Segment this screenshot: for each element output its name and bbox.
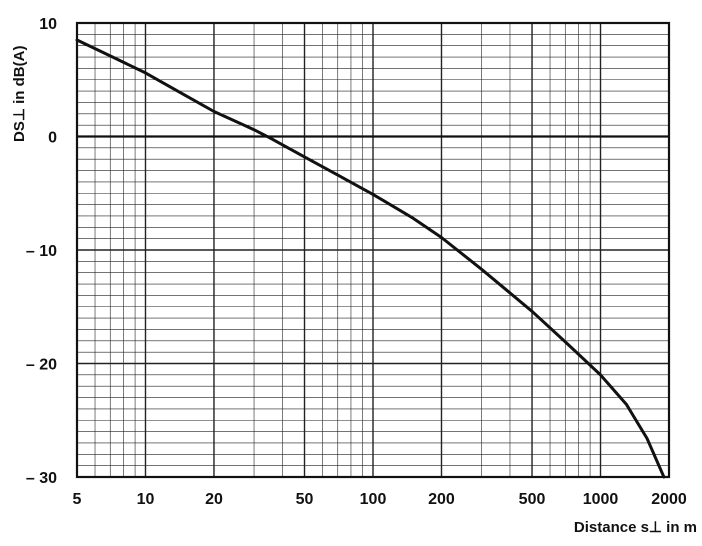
series-line bbox=[75, 38, 666, 479]
x-tick-label: 500 bbox=[519, 491, 546, 508]
x-tick-label: 200 bbox=[428, 491, 455, 508]
y-tick-label: 0 bbox=[48, 130, 57, 147]
x-tick-label: 50 bbox=[296, 491, 314, 508]
y-tick-labels: 10 0 – 10 – 20 – 30 bbox=[26, 16, 57, 487]
x-tick-label: 5 bbox=[73, 491, 82, 508]
plot-frame bbox=[75, 21, 671, 479]
x-axis-label: Distance s⊥ in m bbox=[574, 519, 697, 536]
x-tick-label: 2000 bbox=[651, 491, 687, 508]
x-tick-labels: 5 10 20 50 100 200 500 1000 2000 bbox=[73, 491, 687, 508]
x-tick-label: 20 bbox=[205, 491, 223, 508]
x-tick-label: 100 bbox=[360, 491, 387, 508]
y-axis-label: DS⊥ in dB(A) bbox=[11, 46, 28, 142]
y-tick-label: – 10 bbox=[26, 243, 57, 260]
grid bbox=[76, 22, 670, 478]
y-tick-label: 10 bbox=[39, 16, 57, 33]
y-tick-label: – 20 bbox=[26, 357, 57, 374]
y-tick-label: – 30 bbox=[26, 470, 57, 487]
x-tick-label: 1000 bbox=[583, 491, 619, 508]
x-tick-label: 10 bbox=[137, 491, 155, 508]
